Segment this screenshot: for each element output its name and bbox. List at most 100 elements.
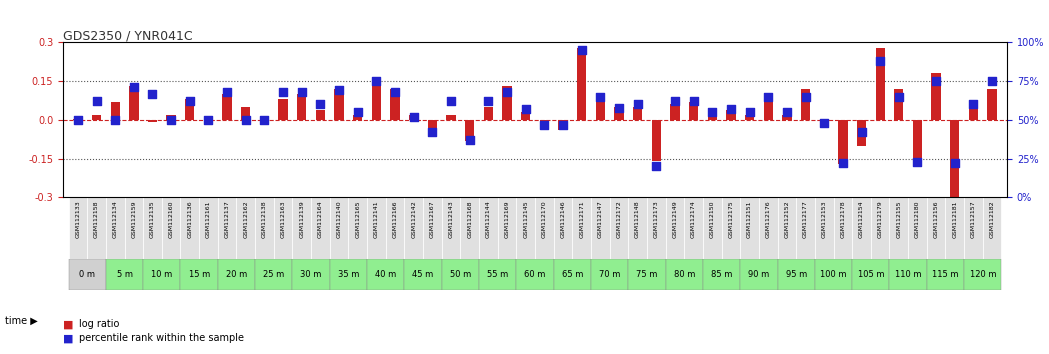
Text: 40 m: 40 m (376, 270, 397, 279)
FancyBboxPatch shape (386, 198, 404, 259)
Point (648, 164, 665, 169)
Text: 75 m: 75 m (637, 270, 658, 279)
Text: GSM112155: GSM112155 (896, 200, 901, 238)
FancyBboxPatch shape (834, 198, 852, 259)
Point (555, 122, 572, 127)
FancyBboxPatch shape (497, 198, 516, 259)
Bar (819, 120, 829, 125)
Point (685, 98, 702, 104)
FancyBboxPatch shape (218, 259, 255, 290)
Text: 110 m: 110 m (895, 270, 921, 279)
FancyBboxPatch shape (666, 259, 703, 290)
FancyBboxPatch shape (68, 259, 106, 290)
FancyBboxPatch shape (554, 198, 573, 259)
Text: 105 m: 105 m (858, 270, 884, 279)
Bar (932, 74, 941, 120)
Text: 90 m: 90 m (748, 270, 770, 279)
FancyBboxPatch shape (274, 198, 293, 259)
FancyBboxPatch shape (106, 198, 125, 259)
Text: 5 m: 5 m (116, 270, 132, 279)
Text: GSM112179: GSM112179 (878, 200, 882, 238)
Text: 80 m: 80 m (673, 270, 694, 279)
FancyBboxPatch shape (329, 198, 348, 259)
Text: GSM112142: GSM112142 (411, 200, 416, 238)
Text: GSM112159: GSM112159 (131, 200, 136, 238)
Point (853, 130, 870, 135)
Text: GSM112135: GSM112135 (150, 200, 155, 238)
Text: 120 m: 120 m (969, 270, 997, 279)
Bar (222, 94, 232, 120)
Text: GSM112165: GSM112165 (356, 200, 360, 238)
Bar (838, 120, 848, 164)
Text: 70 m: 70 m (599, 270, 620, 279)
FancyBboxPatch shape (945, 198, 964, 259)
FancyBboxPatch shape (554, 259, 591, 290)
FancyBboxPatch shape (125, 198, 143, 259)
FancyBboxPatch shape (964, 198, 983, 259)
FancyBboxPatch shape (367, 198, 386, 259)
Text: GSM112180: GSM112180 (915, 200, 920, 238)
Point (909, 159, 926, 165)
Bar (969, 104, 978, 120)
Point (946, 160, 963, 166)
Text: GSM112143: GSM112143 (449, 200, 453, 238)
FancyBboxPatch shape (329, 259, 367, 290)
Bar (278, 99, 287, 120)
Point (742, 109, 758, 115)
FancyBboxPatch shape (983, 198, 1002, 259)
FancyBboxPatch shape (777, 198, 796, 259)
Text: GSM112134: GSM112134 (112, 200, 117, 238)
FancyBboxPatch shape (404, 259, 442, 290)
Point (797, 94, 814, 99)
Bar (987, 89, 997, 120)
Text: ■: ■ (63, 319, 73, 329)
Text: GSM112170: GSM112170 (542, 200, 547, 238)
Point (294, 89, 311, 95)
Point (480, 98, 497, 104)
Text: GSM112175: GSM112175 (728, 200, 733, 238)
FancyBboxPatch shape (255, 259, 293, 290)
Text: 115 m: 115 m (933, 270, 959, 279)
Text: 60 m: 60 m (524, 270, 545, 279)
Text: 10 m: 10 m (151, 270, 172, 279)
Bar (670, 104, 680, 120)
Point (891, 94, 907, 99)
Bar (783, 115, 792, 120)
FancyBboxPatch shape (927, 259, 964, 290)
FancyBboxPatch shape (777, 259, 815, 290)
FancyBboxPatch shape (684, 198, 703, 259)
Point (872, 58, 889, 64)
Text: 100 m: 100 m (820, 270, 847, 279)
Bar (465, 120, 474, 141)
Text: GSM112167: GSM112167 (430, 200, 435, 238)
Point (573, 47, 590, 53)
Text: GSM112144: GSM112144 (486, 200, 491, 238)
Point (498, 89, 515, 95)
Point (536, 122, 553, 127)
Point (965, 102, 982, 107)
Text: log ratio: log ratio (79, 319, 119, 329)
Bar (521, 112, 531, 120)
Text: GSM112173: GSM112173 (654, 200, 659, 238)
Text: GSM112178: GSM112178 (840, 200, 845, 238)
FancyBboxPatch shape (199, 198, 218, 259)
Bar (745, 115, 754, 120)
FancyBboxPatch shape (666, 198, 684, 259)
Text: 65 m: 65 m (561, 270, 583, 279)
Bar (409, 115, 419, 120)
Point (443, 98, 459, 104)
FancyBboxPatch shape (255, 198, 274, 259)
Text: GSM112181: GSM112181 (952, 200, 958, 238)
Text: GSM112176: GSM112176 (766, 200, 771, 238)
FancyBboxPatch shape (758, 198, 777, 259)
Point (405, 114, 422, 120)
Bar (447, 115, 455, 120)
Bar (260, 120, 270, 122)
Text: 45 m: 45 m (412, 270, 433, 279)
Point (462, 137, 478, 143)
Text: 95 m: 95 m (786, 270, 807, 279)
Point (704, 109, 721, 115)
FancyBboxPatch shape (143, 198, 162, 259)
Point (181, 98, 198, 104)
Bar (484, 107, 493, 120)
